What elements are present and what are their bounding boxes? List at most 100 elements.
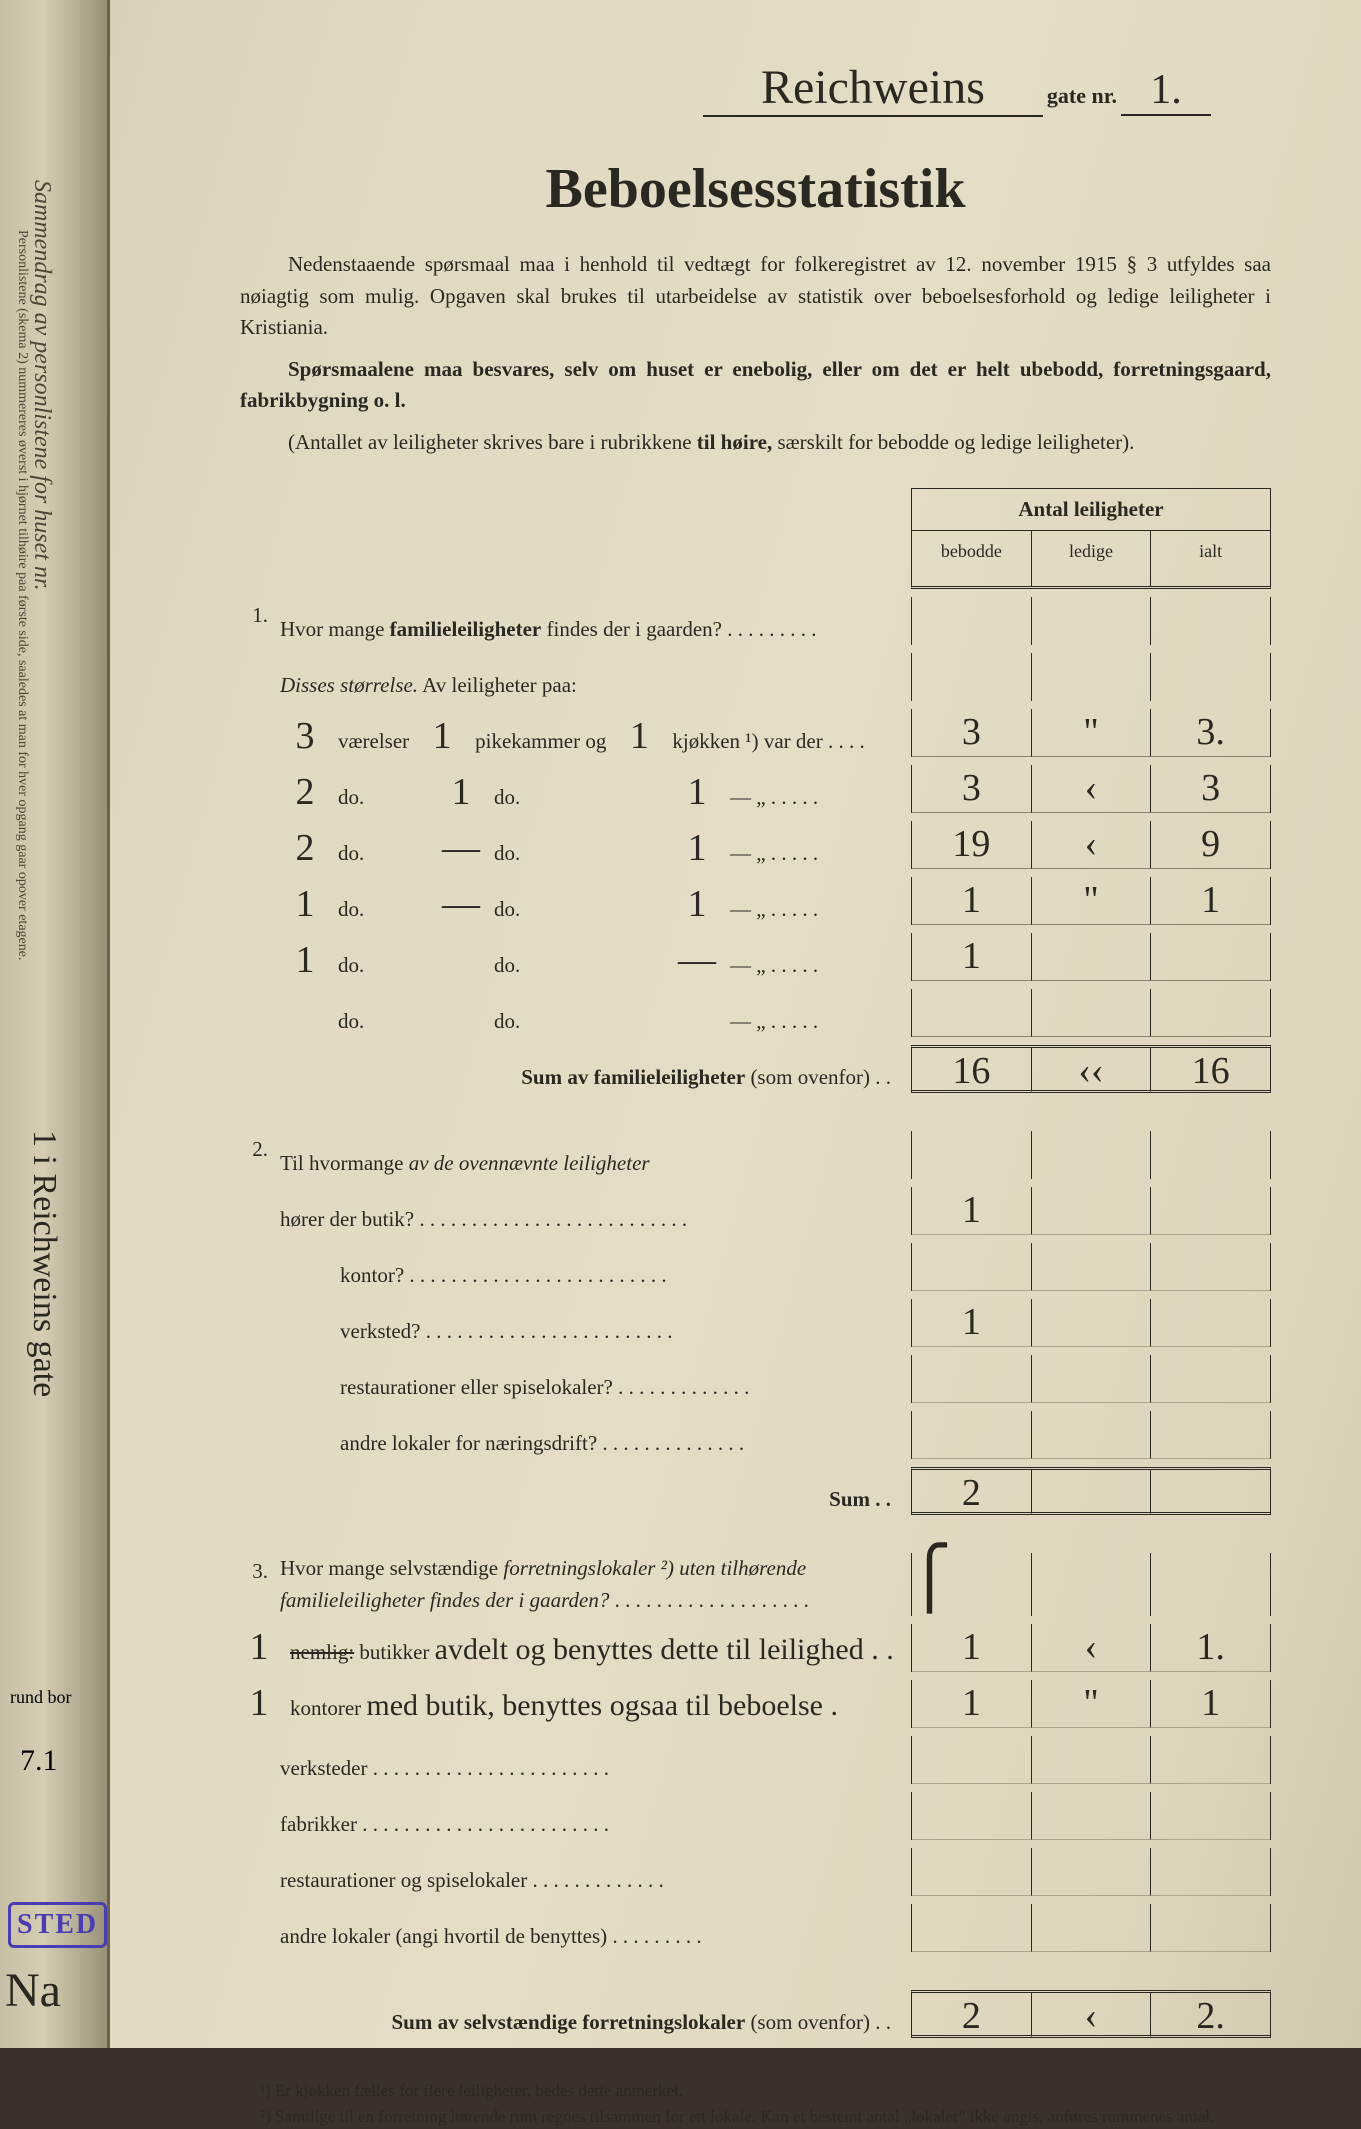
- q1-r2-pike: —: [436, 831, 486, 865]
- q1-r3-b: 1: [912, 877, 1031, 925]
- spine-fragment-num: 7.1: [20, 1744, 58, 1778]
- q1-r4-l2: do.: [494, 950, 664, 982]
- q2-r1-label: kontor? . . . . . . . . . . . . . . . . …: [280, 1260, 911, 1292]
- q1-r3-kitchen: 1: [672, 887, 722, 921]
- q2-r2-label: verksted? . . . . . . . . . . . . . . . …: [280, 1316, 911, 1348]
- q3-row-4: restaurationer og spiselokaler . . . . .…: [240, 1848, 1271, 1896]
- q2-sum-label: Sum . .: [280, 1484, 911, 1516]
- q1-r3-rooms: 1: [280, 887, 330, 921]
- q1-r4-rooms: 1: [280, 943, 330, 977]
- footnotes: ¹) Er kjøkken fælles for flere leilighet…: [240, 2078, 1271, 2129]
- q3-r0-label: butikker: [354, 1640, 429, 1664]
- q3-r4-label: restaurationer og spiselokaler . . . . .…: [280, 1865, 911, 1897]
- q1-r1-rooms: 2: [280, 775, 330, 809]
- q1-r0-kitchen: 1: [614, 719, 664, 753]
- q1-text-b: findes der i gaarden? . . . . . . . . .: [541, 617, 816, 641]
- col-bebodde: bebodde: [912, 531, 1031, 586]
- q1-r3-pike: —: [436, 887, 486, 921]
- q3-text-a: Hvor mange selvstændige: [280, 1556, 503, 1580]
- spine-signature: Na: [5, 1963, 61, 2018]
- q3-dots: . . . . . . . . . . . . . . . . . . .: [609, 1588, 809, 1612]
- q2-sum-row: Sum . . 2: [240, 1467, 1271, 1515]
- q3-r1-l: ": [1031, 1680, 1151, 1728]
- q3-r3-label: fabrikker . . . . . . . . . . . . . . . …: [280, 1809, 911, 1841]
- intro-text-3a: (Antallet av leiligheter skrives bare i …: [288, 430, 697, 454]
- q1-r1-kitchen: 1: [672, 775, 722, 809]
- q1-size-row-0: 3 værelser 1 pikekammer og 1 kjøkken ¹) …: [240, 709, 1271, 757]
- q1-r2-l3: — „ . . . . .: [730, 838, 818, 870]
- q1-r3-l1: do.: [338, 894, 428, 926]
- q2-sum-b: 2: [912, 1470, 1031, 1515]
- intro-text-3b: til høire,: [697, 430, 772, 454]
- spine-stamp: STED: [8, 1902, 107, 1948]
- q1-av-label: Av leiligheter paa:: [418, 673, 577, 697]
- q1-r1-pike: 1: [436, 775, 486, 809]
- street-name: Reichweins: [703, 60, 1043, 117]
- q2-text-a: Til hvormange: [280, 1151, 409, 1175]
- q1-text-bold: familieleiligheter: [390, 617, 542, 641]
- spine-handwritten-address: 1 i Reichweins gate: [25, 1130, 63, 1397]
- q1-r0-l: ": [1031, 709, 1151, 757]
- q1-size-row-1: 2 do. 1 do. 1 — „ . . . . . 3‹3: [240, 765, 1271, 813]
- q1-r5-i: [1150, 989, 1270, 1037]
- col-ledige: ledige: [1031, 531, 1151, 586]
- q2-row-2: verksted? . . . . . . . . . . . . . . . …: [240, 1299, 1271, 1347]
- q2-r0-label: hører der butik? . . . . . . . . . . . .…: [280, 1204, 911, 1236]
- q1-number: 1.: [240, 597, 280, 628]
- q1-r5-l1: do.: [338, 1006, 428, 1038]
- intro-text-1: Nedenstaaende spørsmaal maa i henhold ti…: [240, 249, 1271, 344]
- q1-sum-label: Sum av familieleiligheter: [521, 1065, 745, 1089]
- q1-r0-l1: værelser: [338, 726, 409, 758]
- q2-row-4: andre lokaler for næringsdrift? . . . . …: [240, 1411, 1271, 1459]
- q1-r4-kitchen: —: [672, 943, 722, 977]
- q1-sum-b: 16: [912, 1048, 1031, 1093]
- question-2: 2. Til hvormange av de ovennævnte leilig…: [240, 1131, 1271, 1179]
- q1-r2-i: 9: [1150, 821, 1270, 869]
- address-header: Reichweins gate nr. 1.: [240, 60, 1271, 117]
- q3-row-2: verksteder . . . . . . . . . . . . . . .…: [240, 1736, 1271, 1784]
- q2-r3-b: [912, 1355, 1031, 1403]
- q1-r0-rooms: 3: [280, 719, 330, 753]
- intro-text-3c: særskilt for bebodde og ledige leilighet…: [772, 430, 1134, 454]
- street-number: 1.: [1121, 66, 1211, 116]
- q2-r0-b: 1: [912, 1187, 1031, 1235]
- q1-r3-l3: — „ . . . . .: [730, 894, 818, 926]
- q3-r1-i: 1: [1150, 1680, 1270, 1728]
- footnote-2: ²) Samtlige til en forretning hørende ru…: [290, 2104, 1271, 2129]
- q1-r4-l1: do.: [338, 950, 428, 982]
- q1-size-row-4: 1 do. do. — — „ . . . . . 1: [240, 933, 1271, 981]
- intro-text-2: Spørsmaalene maa besvares, selv om huset…: [240, 357, 1271, 413]
- intro-paragraph-3: (Antallet av leiligheter skrives bare i …: [240, 427, 1271, 459]
- q3-r0-hand: avdelt og benyttes dette til leilighed .…: [435, 1633, 894, 1666]
- q3-sum-label: Sum av selvstændige forretningslokaler: [391, 2010, 745, 2034]
- q3-row-3: fabrikker . . . . . . . . . . . . . . . …: [240, 1792, 1271, 1840]
- q1-r4-l3: — „ . . . . .: [730, 950, 818, 982]
- q3-number: 3.: [240, 1553, 280, 1584]
- q1-size-row-2: 2 do. — do. 1 — „ . . . . . 19‹9: [240, 821, 1271, 869]
- q2-text-ital: av de ovennævnte leiligheter: [409, 1151, 650, 1175]
- q1-r5-l: [1031, 989, 1151, 1037]
- q1-subheader: Disses størrelse. Av leiligheter paa:: [240, 653, 1271, 701]
- document-page: Reichweins gate nr. 1. Beboelsesstatisti…: [110, 0, 1361, 2048]
- q3-row-0: 1 nemlig: butikker avdelt og benyttes de…: [240, 1624, 1271, 1672]
- spine-fragment-rund: rund bor: [10, 1687, 72, 1708]
- q3-r1-count: 1: [240, 1680, 290, 1720]
- q1-r5-l3: — „ . . . . .: [730, 1006, 818, 1038]
- q1-text-a: Hvor mange: [280, 617, 390, 641]
- column-header-group: Antal leiligheter bebodde ledige ialt: [911, 488, 1271, 589]
- q1-sum-paren: (som ovenfor) . .: [745, 1065, 891, 1089]
- q2-r3-label: restaurationer eller spiselokaler? . . .…: [280, 1372, 911, 1404]
- q3-r1-b: 1: [912, 1680, 1031, 1728]
- page-title: Beboelsesstatistik: [240, 157, 1271, 221]
- q3-row-5: andre lokaler (angi hvortil de benyttes)…: [240, 1904, 1271, 1952]
- q2-row-3: restaurationer eller spiselokaler? . . .…: [240, 1355, 1271, 1403]
- q2-r1-b: [912, 1243, 1031, 1291]
- q3-r0-l: ‹: [1031, 1624, 1151, 1672]
- q1-r1-i: 3: [1150, 765, 1270, 813]
- q3-r0-count: 1: [240, 1624, 290, 1664]
- q1-r4-i: [1150, 933, 1270, 981]
- spine-title: Sammendrag av personlistene for huset nr…: [28, 180, 55, 591]
- q3-r0-strike: nemlig:: [290, 1640, 354, 1664]
- q3-r0-i: 1.: [1150, 1624, 1270, 1672]
- q1-r5-b: [912, 989, 1031, 1037]
